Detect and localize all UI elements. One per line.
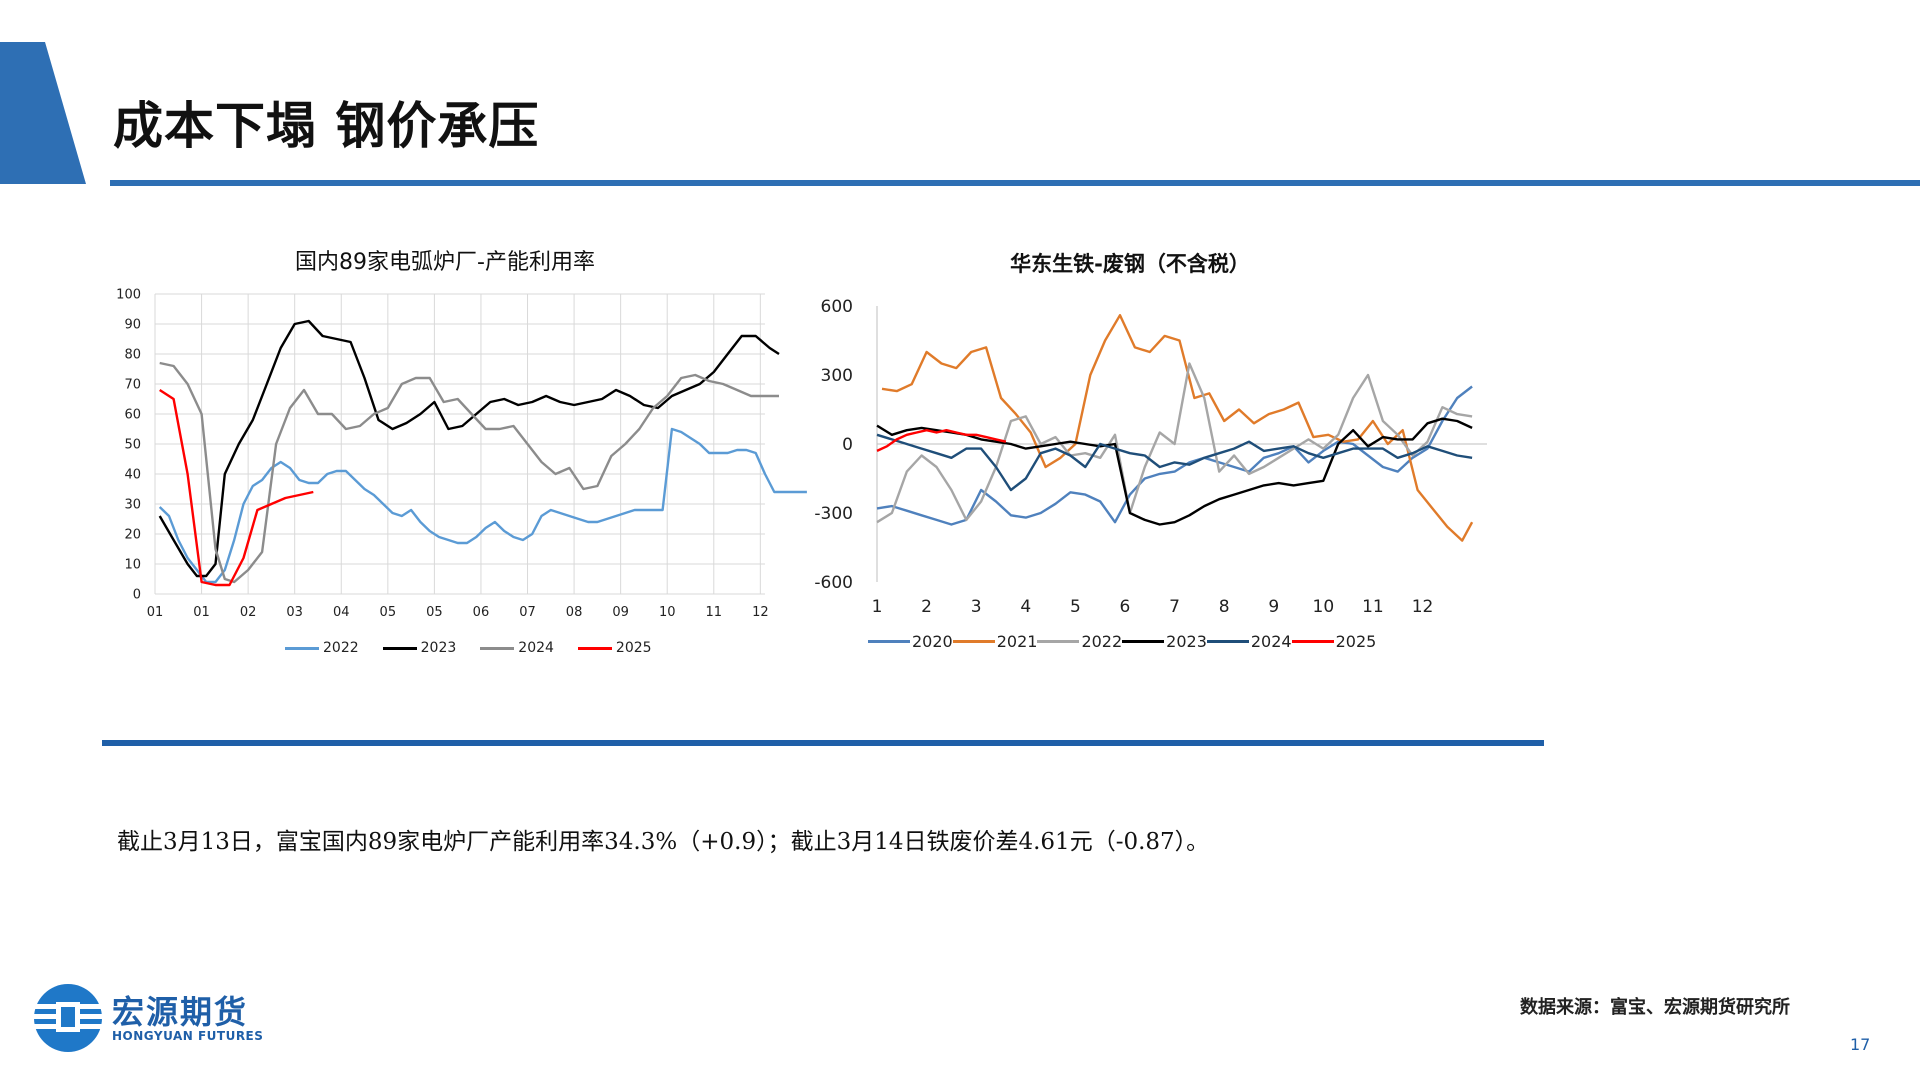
- legend-swatch: [1206, 640, 1249, 643]
- legend-label: 2021: [996, 632, 1038, 651]
- y-tick-label: 600: [821, 297, 853, 317]
- legend-swatch: [285, 646, 319, 650]
- legend-item-2024: 2024: [480, 640, 554, 656]
- legend-item-2025: 2025: [1291, 632, 1377, 651]
- y-tick-label: 50: [124, 438, 141, 453]
- left-chart-legend: 2022 2023 2024 2025: [285, 640, 676, 656]
- x-tick-label: 6: [1120, 597, 1131, 617]
- series-line-2023: [158, 319, 780, 578]
- legend-label: 2022: [1081, 632, 1123, 651]
- x-tick-label: 7: [1169, 597, 1180, 617]
- legend-swatch: [1291, 640, 1334, 643]
- summary-text: 截止3月13日，富宝国内89家电炉厂产能利用率34.3%（+0.9）；截止3月1…: [117, 829, 1210, 855]
- header-accent-tab: [0, 42, 86, 184]
- x-tick-label: 06: [473, 605, 490, 620]
- x-tick-label: 08: [566, 605, 583, 620]
- series-line-2025: [159, 388, 314, 587]
- left-chart-plot: 0 10 20 30 40 50 60 70 80 90 100 01 01 02 03 04 05 05 06 07…: [116, 288, 807, 620]
- legend-item-2024: 2024: [1206, 632, 1292, 651]
- legend-label: 2024: [518, 640, 554, 656]
- legend-swatch: [1037, 640, 1080, 643]
- x-tick-label: 9: [1268, 597, 1279, 617]
- y-tick-label: 70: [124, 378, 141, 393]
- x-tick-label: 05: [426, 605, 443, 620]
- legend-label: 2025: [1335, 632, 1377, 651]
- legend-label: 2020: [912, 632, 953, 651]
- right-chart-title: 华东生铁-废钢（不含税）: [1010, 252, 1250, 276]
- series-line-2023: [876, 417, 1473, 526]
- legend-label: 2023: [1166, 632, 1207, 651]
- series-line-2025: [876, 428, 1007, 452]
- x-tick-label: 09: [612, 605, 629, 620]
- x-tick-label: 5: [1070, 597, 1081, 617]
- logo-name-en: HONGYUAN FUTURES: [112, 1029, 264, 1043]
- x-tick-label: 03: [286, 605, 303, 620]
- legend-swatch: [382, 646, 417, 650]
- legend-swatch: [952, 640, 995, 643]
- legend-label: 2025: [615, 640, 652, 656]
- series-line-2022: [158, 427, 807, 584]
- y-tick-label: 20: [124, 528, 141, 543]
- y-tick-label: 10: [124, 558, 141, 573]
- right-chart-legend: 2020 2021 2022 2023 2024 2025: [868, 632, 1376, 651]
- y-tick-label: 90: [124, 318, 141, 333]
- y-tick-label: 0: [133, 588, 141, 603]
- y-tick-label: -300: [814, 504, 853, 524]
- y-tick-label: 60: [124, 408, 141, 423]
- page-title: 成本下塌 钢价承压: [113, 97, 540, 155]
- series-line-2024: [876, 433, 1473, 492]
- hongyuan-logo-icon: [34, 984, 102, 1052]
- x-tick-label: 12: [1412, 597, 1434, 617]
- legend-label: 2023: [420, 640, 457, 656]
- legend-item-2022: 2022: [285, 640, 359, 656]
- y-tick-label: 300: [821, 366, 853, 386]
- legend-item-2025: 2025: [577, 640, 652, 656]
- x-tick-label: 2: [921, 597, 932, 617]
- left-chart-title: 国内89家电弧炉厂-产能利用率: [295, 250, 595, 275]
- legend-item-2022: 2022: [1037, 632, 1122, 651]
- legend-item-2023: 2023: [382, 640, 457, 656]
- legend-swatch: [868, 640, 910, 643]
- legend-item-2023: 2023: [1122, 632, 1207, 651]
- x-tick-label: 8: [1219, 597, 1230, 617]
- x-tick-label: 1: [872, 597, 883, 617]
- x-tick-label: 10: [659, 605, 676, 620]
- x-tick-label: 12: [752, 605, 769, 620]
- logo-name-cn: 宏源期货: [112, 993, 249, 1031]
- legend-item-2021: 2021: [952, 632, 1038, 651]
- header-rule: [110, 180, 1920, 186]
- page-number: 17: [1850, 1035, 1871, 1054]
- x-tick-label: 05: [380, 605, 397, 620]
- x-tick-label: 04: [333, 605, 350, 620]
- y-tick-label: 100: [116, 288, 141, 303]
- x-tick-label: 3: [971, 597, 982, 617]
- y-tick-label: 40: [124, 468, 141, 483]
- x-tick-label: 4: [1020, 597, 1031, 617]
- y-tick-label: 80: [124, 348, 141, 363]
- series-line-2020: [876, 385, 1473, 526]
- x-tick-label: 11: [706, 605, 723, 620]
- x-tick-label: 01: [193, 605, 210, 620]
- x-tick-label: 02: [240, 605, 257, 620]
- legend-swatch: [480, 646, 515, 650]
- series-line-2024: [159, 361, 779, 584]
- legend-swatch: [1122, 640, 1165, 643]
- legend-swatch: [577, 646, 612, 650]
- x-tick-label: 10: [1313, 597, 1335, 617]
- series-line-2021: [881, 314, 1474, 542]
- y-tick-label: 0: [842, 435, 853, 455]
- source-note: 数据来源：富宝、宏源期货研究所: [1520, 997, 1790, 1018]
- x-tick-label: 11: [1362, 597, 1384, 617]
- x-tick-label: 01: [147, 605, 164, 620]
- legend-label: 2024: [1250, 632, 1292, 651]
- legend-item-2020: 2020: [868, 632, 953, 651]
- y-tick-label: 30: [124, 498, 141, 513]
- series-line-2022: [876, 362, 1473, 524]
- legend-label: 2022: [323, 640, 359, 656]
- x-tick-label: 07: [519, 605, 536, 620]
- content-divider: [102, 740, 1544, 746]
- y-tick-label: -600: [814, 573, 853, 593]
